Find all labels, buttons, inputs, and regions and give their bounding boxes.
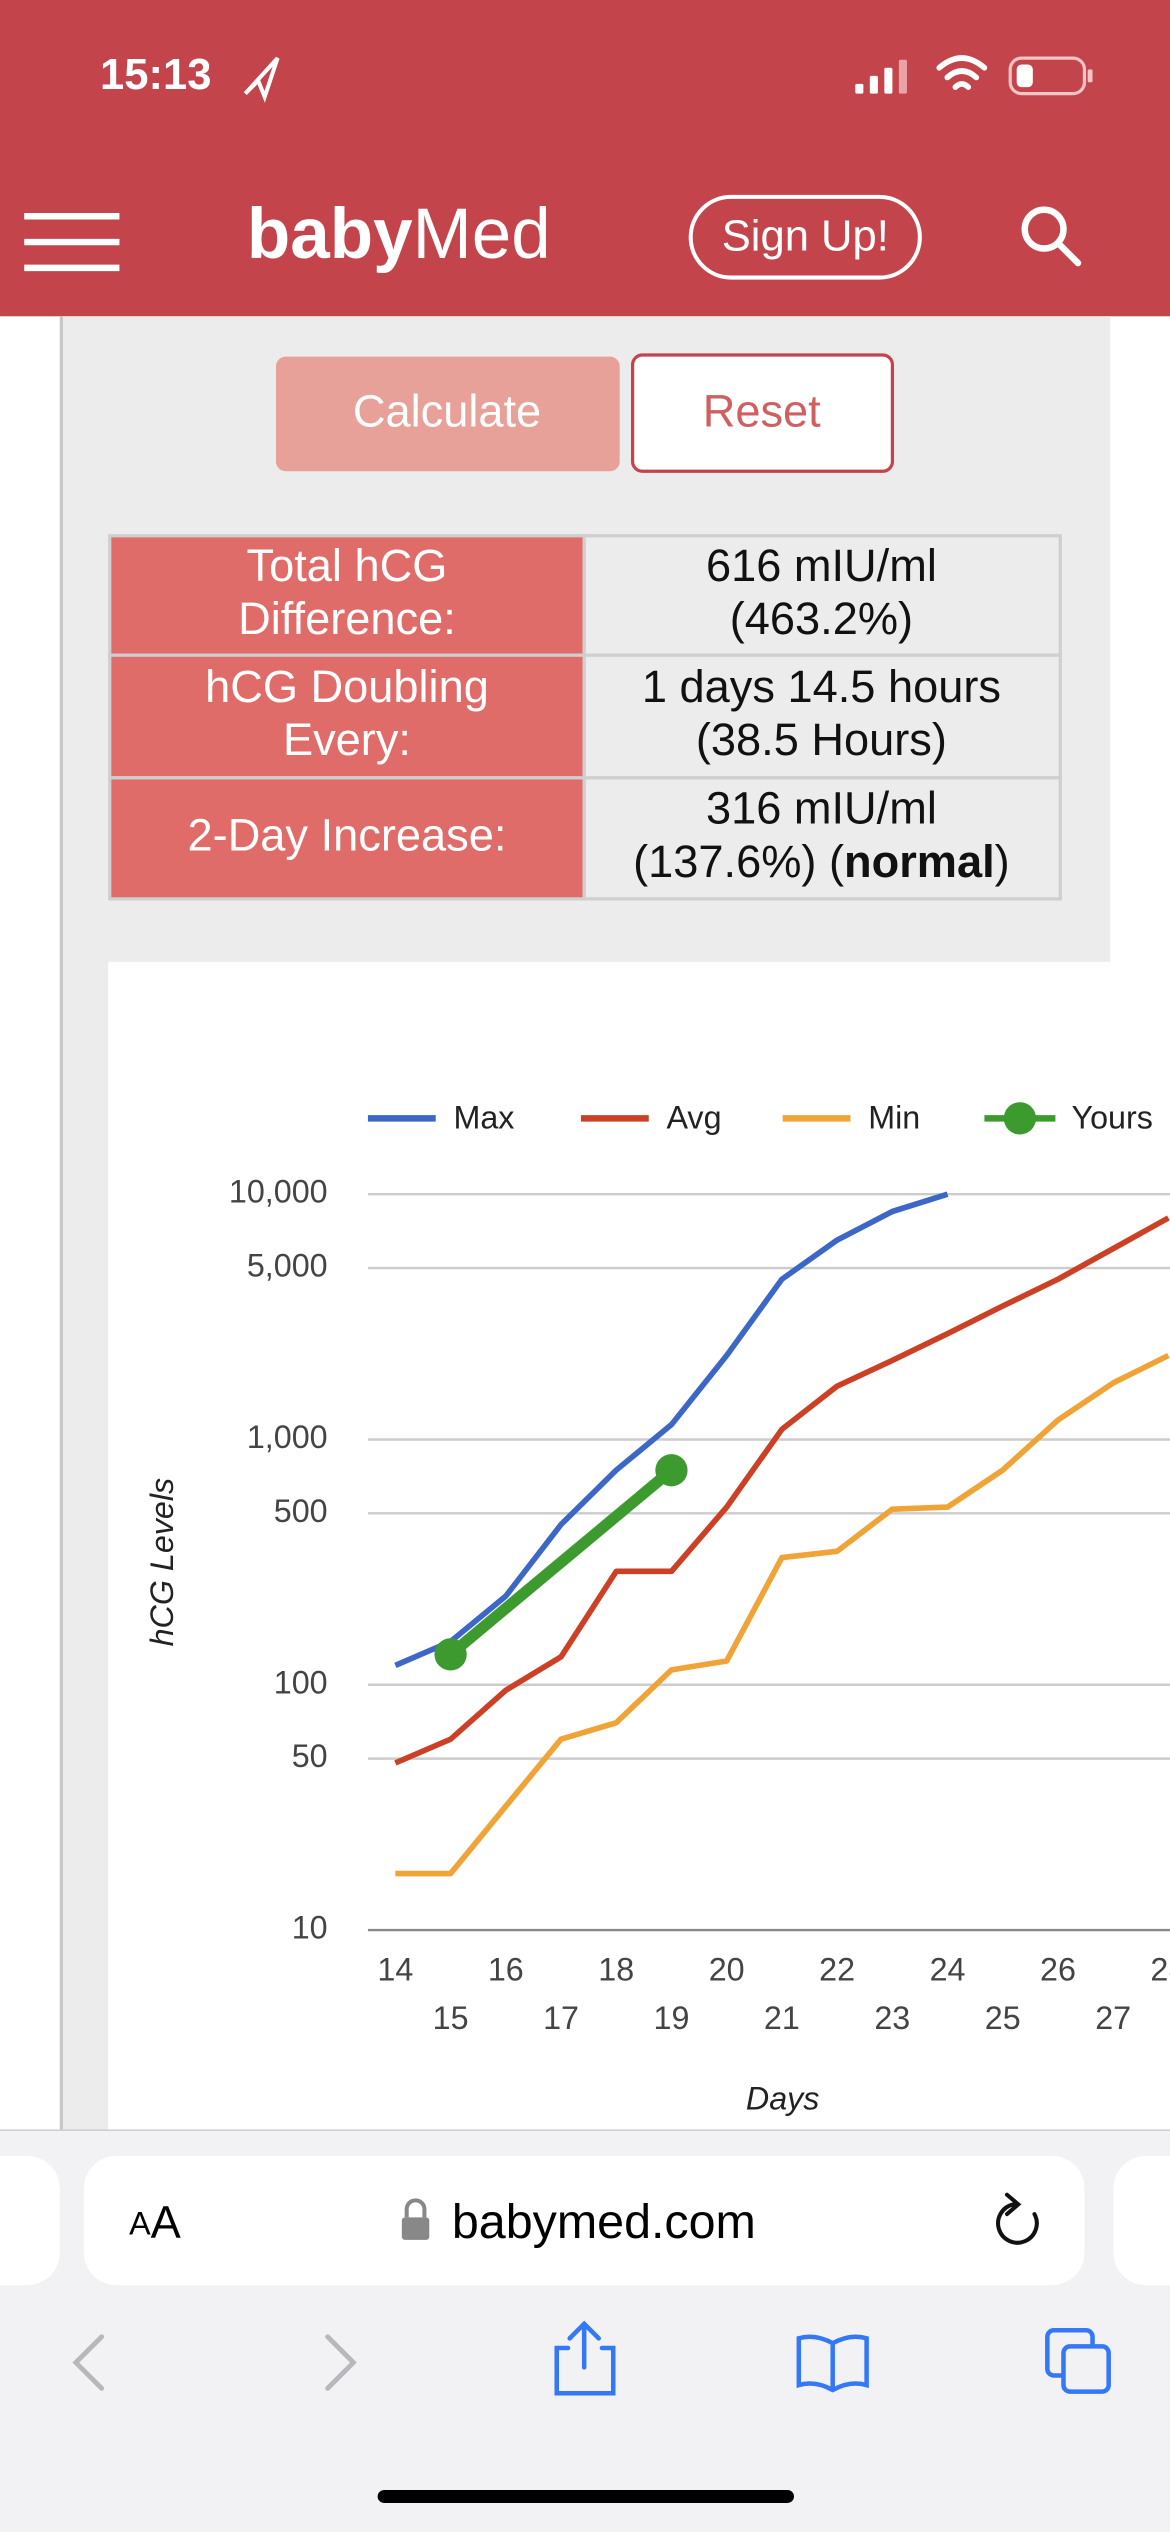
label-text: Difference: <box>238 593 456 644</box>
x-tick-label: 21 <box>764 2000 800 2036</box>
battery-icon <box>1008 56 1093 96</box>
x-tick-label: 27 <box>1095 2000 1131 2036</box>
home-indicator <box>377 2490 794 2503</box>
prev-tab[interactable] <box>0 2156 60 2286</box>
reset-button[interactable] <box>630 353 895 473</box>
value-text: 616 mIU/ml <box>706 540 937 591</box>
data-point <box>655 1454 688 1487</box>
x-tick-label: 26 <box>1040 1952 1076 1988</box>
lock-icon <box>401 2198 430 2240</box>
search-icon[interactable] <box>1021 206 1082 267</box>
value-text: (463.2%) <box>730 593 913 644</box>
x-tick-label: 22 <box>819 1952 855 1988</box>
data-point <box>434 1638 467 1671</box>
bookmarks-button[interactable] <box>796 2334 869 2393</box>
logo[interactable]: babyMed <box>247 195 551 274</box>
value-text: 1 days 14.5 hours <box>642 661 1001 712</box>
tabs-button[interactable] <box>1045 2328 1111 2394</box>
value-cell <box>582 534 1062 657</box>
wifi-icon <box>936 55 988 90</box>
x-tick-label: 28 <box>1150 1952 1170 1988</box>
chart: 10 50 100 500 1,000 5,000 10,000 14 15 16 17 18 19 20… <box>144 1099 1170 2116</box>
sign-up-label: Sign Up! <box>722 212 889 260</box>
reload-icon[interactable] <box>996 2192 1039 2245</box>
label-text: Every: <box>283 714 411 765</box>
x-tick-label: 23 <box>874 2000 910 2036</box>
value-text: 316 mIU/ml <box>706 783 937 834</box>
value-part: ) <box>995 836 1010 887</box>
small-a: A <box>129 2205 151 2241</box>
header-bg <box>0 0 1170 317</box>
y-tick-label: 500 <box>274 1493 328 1529</box>
series-line <box>395 1352 1170 1877</box>
label-text: hCG Doubling <box>205 661 489 712</box>
value-cell <box>582 776 1062 901</box>
text-size-button[interactable]: AA <box>129 2196 182 2247</box>
location-icon <box>243 56 280 103</box>
label-cell <box>108 776 586 901</box>
label-text: 2-Day Increase: <box>188 809 507 860</box>
forward-button[interactable] <box>325 2334 357 2391</box>
value-cell <box>582 653 1062 780</box>
menu-icon[interactable] <box>24 213 120 272</box>
x-tick-label: 17 <box>543 2000 579 2036</box>
logo-part: baby <box>247 195 413 274</box>
signal-icon <box>855 59 907 94</box>
value-text: (137.6%) (normal) <box>633 836 1010 887</box>
status-time: 15:13 <box>100 51 211 99</box>
x-tick-label: 16 <box>488 1952 524 1988</box>
reset-label: Reset <box>703 386 821 437</box>
legend-label: Max <box>453 1099 514 1135</box>
series-line <box>394 1191 949 1668</box>
x-tick-label: 15 <box>433 2000 469 2036</box>
x-axis-label: Days <box>746 2081 820 2117</box>
x-tick-label: 20 <box>709 1952 745 1988</box>
x-tick-label: 25 <box>985 2000 1021 2036</box>
legend-label: Yours <box>1072 1099 1153 1135</box>
value-part: normal <box>844 836 995 887</box>
y-axis-label: hCG Levels <box>144 1478 180 1647</box>
calculate-button[interactable] <box>275 356 620 472</box>
x-tick-label: 19 <box>654 2000 690 2036</box>
large-a: A <box>151 2196 182 2247</box>
x-tick-label: 14 <box>377 1952 413 1988</box>
legend-marker <box>1003 1102 1037 1135</box>
url: babymed.com <box>452 2195 756 2249</box>
next-tab[interactable] <box>1113 2156 1170 2286</box>
y-tick-label: 10 <box>292 1910 328 1946</box>
plot-area <box>394 1191 1170 1877</box>
x-tick-label: 18 <box>598 1952 634 1988</box>
y-tick-label: 5,000 <box>247 1248 328 1284</box>
label-cell <box>108 653 586 780</box>
url-bar[interactable] <box>83 2155 1085 2286</box>
back-button[interactable] <box>72 2334 105 2391</box>
share-button[interactable] <box>554 2320 616 2396</box>
y-tick-label: 100 <box>274 1664 328 1700</box>
logo-part: Med <box>413 195 551 274</box>
value-part: (137.6%) ( <box>633 836 844 887</box>
chart-bg <box>108 961 1170 2131</box>
y-tick-label: 1,000 <box>247 1419 328 1455</box>
calculate-label: Calculate <box>353 386 541 437</box>
label-text: Total hCG <box>247 540 448 591</box>
value-text: (38.5 Hours) <box>696 714 947 765</box>
series-line <box>394 1215 1170 1766</box>
series-line <box>446 1465 676 1659</box>
x-tick-label: 24 <box>930 1952 966 1988</box>
legend-label: Min <box>868 1099 920 1135</box>
sign-up-button[interactable] <box>688 194 922 280</box>
y-tick-label: 10,000 <box>229 1174 328 1210</box>
legend-label: Avg <box>666 1099 721 1135</box>
label-cell <box>108 534 586 657</box>
y-tick-label: 50 <box>292 1738 328 1774</box>
